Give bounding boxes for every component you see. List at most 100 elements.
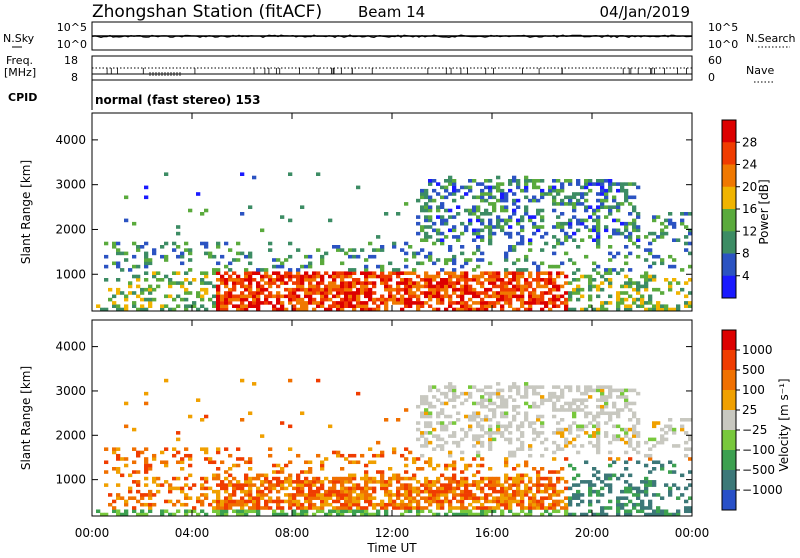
velocity-cell	[452, 467, 457, 471]
power-cell	[476, 195, 481, 200]
velocity-cell	[544, 447, 549, 451]
velocity-cell	[480, 506, 485, 510]
power-cell	[284, 258, 289, 262]
velocity-cell	[228, 502, 233, 507]
power-cell	[480, 297, 485, 302]
power-cell	[232, 287, 237, 292]
velocity-cell	[316, 496, 321, 500]
velocity-cell	[272, 509, 277, 514]
power-cell	[444, 291, 449, 295]
power-cell	[344, 287, 349, 292]
velocity-colorbar-label-6: −500	[742, 463, 775, 477]
power-cell	[636, 215, 641, 219]
velocity-cell	[112, 450, 117, 455]
velocity-cell	[596, 476, 601, 481]
power-cell	[356, 185, 361, 190]
velocity-cell	[220, 509, 225, 514]
power-colorbar-swatch-1	[722, 142, 736, 165]
velocity-cell	[636, 486, 641, 491]
power-cell	[200, 294, 205, 299]
velocity-cell	[448, 483, 453, 487]
power-cell	[472, 291, 477, 295]
power-cell	[504, 301, 509, 305]
power-cell	[332, 287, 337, 292]
velocity-cell	[420, 483, 425, 487]
velocity-cell	[124, 457, 129, 461]
power-colorbar-swatch-2	[722, 164, 736, 188]
velocity-cell	[444, 486, 449, 491]
power-cell	[288, 287, 293, 292]
velocity-cell	[584, 391, 589, 396]
power-cell	[624, 228, 629, 233]
velocity-cell	[256, 476, 261, 481]
velocity-cell	[616, 434, 621, 438]
velocity-cell	[444, 440, 449, 445]
power-cell	[620, 297, 625, 302]
power-cell	[600, 274, 605, 279]
power-cell	[636, 212, 641, 216]
power-cell	[332, 271, 337, 275]
velocity-cell	[472, 480, 477, 484]
power-cell	[528, 274, 533, 279]
power-cell	[348, 291, 353, 295]
velocity-cell	[628, 437, 633, 442]
power-cell	[536, 179, 541, 183]
power-cell	[424, 231, 429, 236]
velocity-cell	[236, 502, 241, 507]
power-cell	[492, 304, 497, 308]
velocity-cell	[484, 385, 489, 389]
velocity-cell	[652, 424, 657, 429]
velocity-cell	[588, 502, 593, 507]
power-cell	[240, 301, 245, 305]
velocity-cell	[168, 499, 173, 504]
velocity-cell	[572, 467, 577, 471]
velocity-cell	[428, 440, 433, 445]
velocity-cell	[532, 467, 537, 471]
power-cell	[476, 228, 481, 233]
velocity-cell	[396, 418, 401, 422]
velocity-cell	[616, 509, 621, 514]
power-cell	[348, 274, 353, 279]
velocity-cell	[632, 411, 637, 416]
power-cell	[624, 195, 629, 200]
velocity-cell	[428, 401, 433, 406]
power-cell	[632, 218, 637, 223]
velocity-cell	[580, 408, 585, 412]
velocity-cell	[172, 512, 177, 517]
power-cell	[300, 274, 305, 279]
power-cell	[688, 304, 693, 308]
power-cell	[452, 301, 457, 305]
power-cell	[196, 294, 201, 299]
power-cell	[536, 198, 541, 203]
power-cell	[584, 185, 589, 190]
velocity-cell	[424, 408, 429, 412]
power-cell	[360, 287, 365, 292]
power-cell	[376, 297, 381, 302]
velocity-cell	[508, 453, 513, 458]
power-cell	[452, 198, 457, 203]
power-cell	[532, 185, 537, 190]
velocity-cell	[668, 460, 673, 465]
power-cell	[400, 248, 405, 252]
velocity-cell	[240, 457, 245, 461]
power-cell	[636, 245, 641, 249]
velocity-cell	[556, 509, 561, 514]
velocity-cell	[492, 476, 497, 481]
power-cell	[240, 307, 245, 312]
velocity-cell	[176, 460, 181, 465]
power-cell	[484, 179, 489, 183]
velocity-cell	[476, 463, 481, 468]
velocity-cell	[596, 404, 601, 409]
velocity-cell	[220, 502, 225, 507]
velocity-cell	[240, 483, 245, 487]
velocity-cell	[432, 467, 437, 471]
power-cell	[400, 301, 405, 305]
power-cell	[452, 291, 457, 295]
velocity-cell	[580, 499, 585, 504]
power-cell	[216, 261, 221, 266]
power-cell	[668, 212, 673, 216]
power-cell	[292, 287, 297, 292]
velocity-cell	[568, 512, 573, 517]
velocity-cell	[152, 476, 157, 481]
power-cell	[288, 271, 293, 275]
